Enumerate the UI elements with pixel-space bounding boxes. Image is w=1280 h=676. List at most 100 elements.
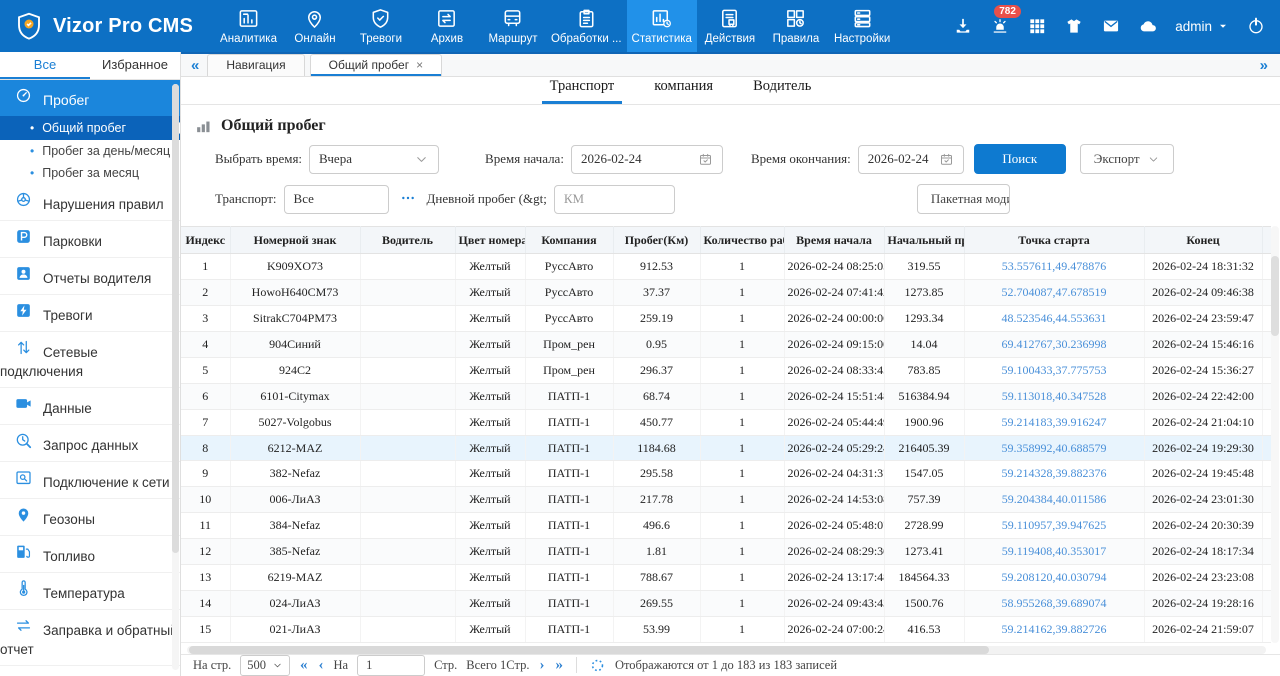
view-tab-3[interactable]: Водитель bbox=[751, 78, 813, 104]
table-row[interactable]: 4904СинийЖелтыйПром_рен0.9512026-02-24 0… bbox=[181, 332, 1271, 358]
column-header[interactable]: Компания bbox=[525, 227, 613, 254]
nav-item-4[interactable]: Архив bbox=[414, 0, 480, 52]
table-row[interactable]: 1K909XO73ЖелтыйРуссАвто912.5312026-02-24… bbox=[181, 254, 1271, 280]
start-point-link[interactable]: 59.214183,39.916247 bbox=[1002, 415, 1107, 429]
table-row[interactable]: 14024-ЛиАЗЖелтыйПАТП-1269.5512026-02-24 … bbox=[181, 590, 1271, 616]
start-point-link[interactable]: 59.204384,40.011586 bbox=[1002, 492, 1107, 506]
sidebar-tab-all[interactable]: Все bbox=[0, 52, 90, 79]
nav-item-7[interactable]: Статистика bbox=[627, 0, 697, 52]
table-row[interactable]: 9382-NefazЖелтыйПАТП-1295.5812026-02-24 … bbox=[181, 461, 1271, 487]
view-tab-2[interactable]: компания bbox=[652, 78, 715, 104]
column-header[interactable]: Начальный пробег bbox=[884, 227, 964, 254]
search-button[interactable]: Поиск bbox=[974, 144, 1066, 174]
sidebar-tab-favorites[interactable]: Избранное bbox=[90, 52, 180, 79]
apps-grid-icon[interactable] bbox=[1027, 16, 1047, 36]
transport-input[interactable]: Все bbox=[284, 185, 389, 214]
sidebar-scrollbar[interactable] bbox=[172, 84, 179, 670]
table-row[interactable]: 5924C2ЖелтыйПром_рен296.3712026-02-24 08… bbox=[181, 357, 1271, 383]
start-point-link[interactable]: 59.214328,39.882376 bbox=[1002, 466, 1107, 480]
sidebar-item-1[interactable]: Пробег bbox=[0, 80, 180, 116]
sidebar-item-3[interactable]: •Пробег за день/месяц bbox=[0, 140, 180, 162]
collapse-tabs-icon[interactable]: « bbox=[183, 57, 207, 76]
sidebar-item-12[interactable]: Подключение к сети bbox=[0, 462, 180, 499]
sidebar-item-16[interactable]: Заправка и обратный отчет bbox=[0, 610, 180, 666]
table-row[interactable]: 15021-ЛиАЗЖелтыйПАТП-153.9912026-02-24 0… bbox=[181, 616, 1271, 642]
start-point-link[interactable]: 59.113018,40.347528 bbox=[1002, 389, 1107, 403]
column-header[interactable]: Индекс bbox=[181, 227, 230, 254]
document-tab-2[interactable]: Общий пробег× bbox=[310, 54, 442, 76]
column-header[interactable]: Пробег(Км) bbox=[613, 227, 700, 254]
sidebar-item-5[interactable]: Нарушения правил bbox=[0, 184, 180, 221]
table-row[interactable]: 86212-MAZЖелтыйПАТП-11184.6812026-02-24 … bbox=[181, 435, 1271, 461]
mail-icon[interactable] bbox=[1101, 16, 1121, 36]
power-icon[interactable] bbox=[1246, 16, 1266, 36]
first-page-button[interactable]: « bbox=[299, 658, 309, 673]
refresh-icon[interactable] bbox=[589, 657, 606, 674]
nav-item-2[interactable]: Онлайн bbox=[282, 0, 348, 52]
start-point-link[interactable]: 59.358992,40.688579 bbox=[1002, 441, 1107, 455]
alarm-notifications-icon[interactable]: 782 bbox=[990, 16, 1010, 36]
table-row[interactable]: 75027-VolgobusЖелтыйПАТП-1450.7712026-02… bbox=[181, 409, 1271, 435]
start-point-link[interactable]: 53.557611,49.478876 bbox=[1002, 259, 1107, 273]
expand-tabs-icon[interactable]: » bbox=[1248, 57, 1280, 76]
sidebar-item-10[interactable]: Данные bbox=[0, 388, 180, 425]
column-header[interactable]: Номерной знак bbox=[230, 227, 360, 254]
table-row[interactable]: 136219-MAZЖелтыйПАТП-1788.6712026-02-24 … bbox=[181, 565, 1271, 591]
view-tab-1[interactable]: Транспорт bbox=[548, 78, 617, 104]
column-header[interactable]: Количество рабочих bbox=[700, 227, 784, 254]
column-header[interactable]: Время начала bbox=[784, 227, 884, 254]
sidebar-item-9[interactable]: Сетевые подключения bbox=[0, 332, 180, 388]
nav-item-3[interactable]: Тревоги bbox=[348, 0, 414, 52]
last-page-button[interactable]: » bbox=[554, 658, 564, 673]
sidebar-item-4[interactable]: •Пробег за месяц bbox=[0, 162, 180, 184]
column-header[interactable]: Водитель bbox=[360, 227, 455, 254]
sidebar-item-2[interactable]: •Общий пробег bbox=[0, 116, 180, 140]
table-row[interactable]: 12385-NefazЖелтыйПАТП-11.8112026-02-24 0… bbox=[181, 539, 1271, 565]
table-vertical-scrollbar[interactable] bbox=[1271, 226, 1279, 642]
sidebar-item-8[interactable]: Тревоги bbox=[0, 295, 180, 332]
sidebar-item-6[interactable]: Парковки bbox=[0, 221, 180, 258]
start-point-link[interactable]: 59.208120,40.030794 bbox=[1002, 570, 1107, 584]
column-header[interactable]: Точка старта bbox=[964, 227, 1144, 254]
user-menu[interactable]: admin bbox=[1175, 19, 1229, 34]
nav-item-6[interactable]: Обработки ... bbox=[546, 0, 627, 52]
start-point-link[interactable]: 52.704087,47.678519 bbox=[1002, 285, 1107, 299]
download-icon[interactable] bbox=[953, 16, 973, 36]
column-header[interactable]: Цвет номера bbox=[455, 227, 525, 254]
start-point-link[interactable]: 59.214162,39.882726 bbox=[1002, 622, 1107, 636]
page-number-input[interactable]: 1 bbox=[357, 655, 425, 676]
batch-modify-button[interactable]: Пакетная модификация bbox=[917, 184, 1010, 214]
export-button[interactable]: Экспорт bbox=[1080, 144, 1174, 174]
daily-mileage-input[interactable]: КМ bbox=[554, 185, 675, 214]
table-horizontal-scrollbar[interactable] bbox=[187, 646, 1266, 654]
start-point-link[interactable]: 59.100433,37.775753 bbox=[1002, 363, 1107, 377]
table-row[interactable]: 10006-ЛиАЗЖелтыйПАТП-1217.7812026-02-24 … bbox=[181, 487, 1271, 513]
start-point-link[interactable]: 59.110957,39.947625 bbox=[1002, 518, 1107, 532]
table-row[interactable]: 66101-CitymaxЖелтыйПАТП-168.7412026-02-2… bbox=[181, 383, 1271, 409]
end-date-input[interactable]: 2026-02-24 bbox=[858, 145, 964, 174]
theme-shirt-icon[interactable] bbox=[1064, 16, 1084, 36]
start-point-link[interactable]: 69.412767,30.236998 bbox=[1002, 337, 1107, 351]
start-point-link[interactable]: 58.955268,39.689074 bbox=[1002, 596, 1107, 610]
time-range-select[interactable]: Вчера bbox=[309, 145, 439, 174]
sidebar-item-17[interactable]: Тревоги с датчиков IO bbox=[0, 666, 180, 676]
nav-item-9[interactable]: Правила bbox=[763, 0, 829, 52]
cloud-icon[interactable] bbox=[1138, 16, 1158, 36]
sidebar-item-7[interactable]: Отчеты водителя bbox=[0, 258, 180, 295]
sidebar-item-14[interactable]: Топливо bbox=[0, 536, 180, 573]
sidebar-item-11[interactable]: Запрос данных bbox=[0, 425, 180, 462]
more-options-button[interactable] bbox=[397, 189, 419, 209]
column-header[interactable]: Конец bbox=[1144, 227, 1262, 254]
start-point-link[interactable]: 48.523546,44.553631 bbox=[1002, 311, 1107, 325]
close-tab-icon[interactable]: × bbox=[416, 58, 423, 72]
nav-item-5[interactable]: Маршрут bbox=[480, 0, 546, 52]
sidebar-item-15[interactable]: Температура bbox=[0, 573, 180, 610]
prev-page-button[interactable]: ‹ bbox=[318, 658, 325, 673]
per-page-select[interactable]: 500 bbox=[240, 655, 290, 676]
column-header[interactable]: Ко bbox=[1262, 227, 1271, 254]
table-row[interactable]: 2HowoH640CM73ЖелтыйРуссАвто37.3712026-02… bbox=[181, 280, 1271, 306]
start-date-input[interactable]: 2026-02-24 bbox=[571, 145, 723, 174]
nav-item-8[interactable]: Действия bbox=[697, 0, 763, 52]
sidebar-item-13[interactable]: Геозоны bbox=[0, 499, 180, 536]
table-row[interactable]: 11384-NefazЖелтыйПАТП-1496.612026-02-24 … bbox=[181, 513, 1271, 539]
